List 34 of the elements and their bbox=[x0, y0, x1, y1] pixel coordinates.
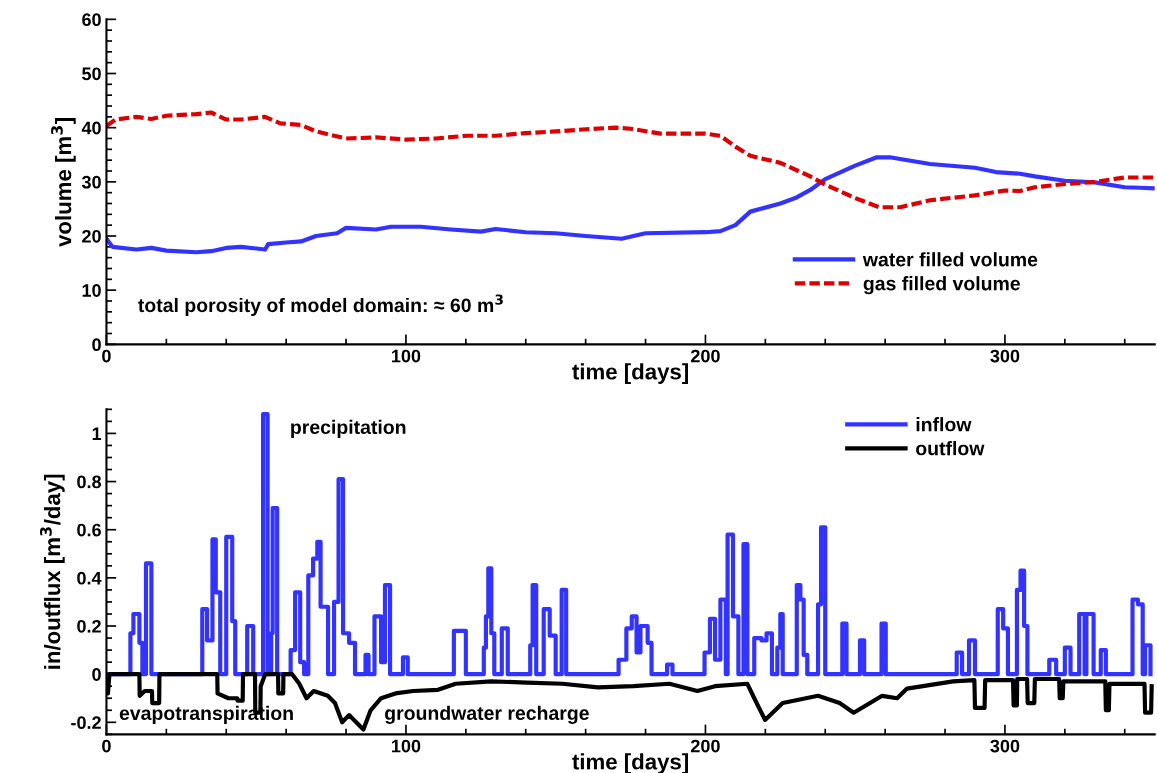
x-tick-label: 200 bbox=[691, 349, 720, 363]
x-tick-label: 100 bbox=[392, 349, 421, 363]
x-tick-label: 0 bbox=[102, 739, 111, 753]
legend-label: gas filled volume bbox=[863, 276, 1020, 295]
y-tick-label: 30 bbox=[81, 175, 101, 189]
y-axis-title: volume [m$^{3}$] bbox=[51, 118, 76, 247]
y-tick-label: 0 bbox=[92, 668, 101, 681]
legend-label: inflow bbox=[916, 417, 972, 432]
y-tick-label: 0.2 bbox=[77, 619, 101, 633]
x-axis-title: time [days] bbox=[572, 753, 688, 773]
x-tick-label: 300 bbox=[990, 349, 1020, 363]
x-tick-label: 100 bbox=[392, 739, 421, 753]
y-tick-label: 40 bbox=[81, 121, 101, 135]
legend-label: water filled volume bbox=[862, 252, 1038, 267]
y-tick-label: 0.8 bbox=[77, 475, 102, 489]
y-tick-label: 50 bbox=[82, 67, 101, 81]
y-tick-label: 1 bbox=[92, 427, 102, 440]
y-tick-label: -0.2 bbox=[71, 716, 101, 730]
y-tick-label: 0 bbox=[92, 338, 101, 352]
y-tick-label: 10 bbox=[82, 284, 101, 297]
line-series bbox=[106, 110, 1155, 210]
y-tick-label: 20 bbox=[82, 229, 101, 243]
y-tick-label: 60 bbox=[82, 13, 101, 27]
x-tick-label: 0 bbox=[102, 349, 111, 363]
y-tick-label: 0.6 bbox=[77, 523, 101, 537]
y-axis-title: in/outflux [m$^{3}$/day] bbox=[40, 474, 65, 669]
x-tick-label: 300 bbox=[990, 739, 1020, 753]
x-tick-label: 200 bbox=[691, 739, 720, 753]
annotation: precipitation bbox=[291, 419, 406, 438]
x-axis-title: time [days] bbox=[572, 363, 688, 384]
annotation: total porosity of model domain: ≈ 60 m$^{3}$ bbox=[138, 294, 503, 317]
legend-label: outflow bbox=[916, 441, 985, 456]
annotation: groundwater recharge bbox=[385, 705, 589, 724]
y-tick-label: 0.4 bbox=[77, 571, 102, 585]
